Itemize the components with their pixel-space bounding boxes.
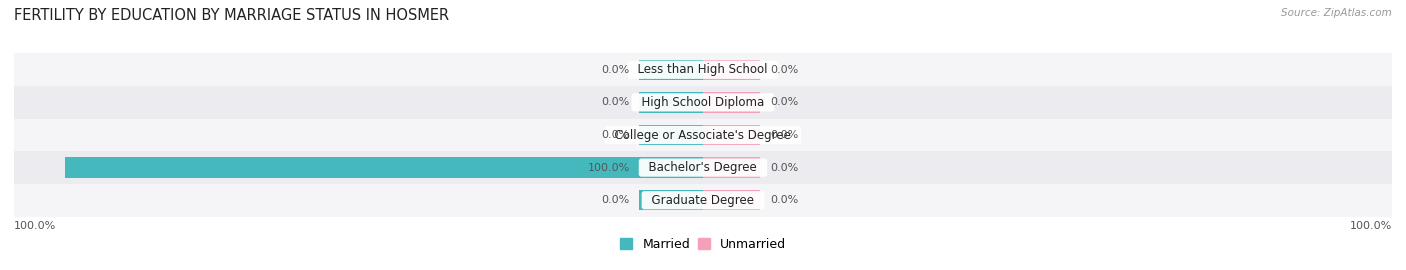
Text: 0.0%: 0.0% [770,163,799,173]
Bar [1,86,1405,119]
Text: 0.0%: 0.0% [602,195,630,205]
Bar [1,184,1405,217]
Text: 100.0%: 100.0% [1350,221,1392,231]
Bar [703,157,761,178]
Bar [640,190,703,210]
Text: Source: ZipAtlas.com: Source: ZipAtlas.com [1281,8,1392,18]
Text: College or Associate's Degree: College or Associate's Degree [607,129,799,141]
Text: 0.0%: 0.0% [602,130,630,140]
Text: 100.0%: 100.0% [588,163,630,173]
Text: High School Diploma: High School Diploma [634,96,772,109]
Text: Bachelor's Degree: Bachelor's Degree [641,161,765,174]
Bar [703,190,761,210]
Bar [640,157,703,178]
Bar [703,60,761,80]
Text: Less than High School: Less than High School [630,63,776,76]
Bar [1,151,1405,184]
Text: Graduate Degree: Graduate Degree [644,194,762,207]
Text: 100.0%: 100.0% [14,221,56,231]
Bar [703,125,761,145]
Text: 0.0%: 0.0% [602,97,630,107]
Bar [640,125,703,145]
Legend: Married, Unmarried: Married, Unmarried [617,235,789,253]
Bar [703,92,761,113]
Bar [640,60,703,80]
Bar [1,119,1405,151]
Text: 0.0%: 0.0% [770,97,799,107]
Text: 0.0%: 0.0% [602,65,630,75]
Text: FERTILITY BY EDUCATION BY MARRIAGE STATUS IN HOSMER: FERTILITY BY EDUCATION BY MARRIAGE STATU… [14,8,449,23]
Bar [640,92,703,113]
Text: 0.0%: 0.0% [770,65,799,75]
Bar [65,157,703,178]
Bar [1,53,1405,86]
Text: 0.0%: 0.0% [770,195,799,205]
Text: 0.0%: 0.0% [770,130,799,140]
